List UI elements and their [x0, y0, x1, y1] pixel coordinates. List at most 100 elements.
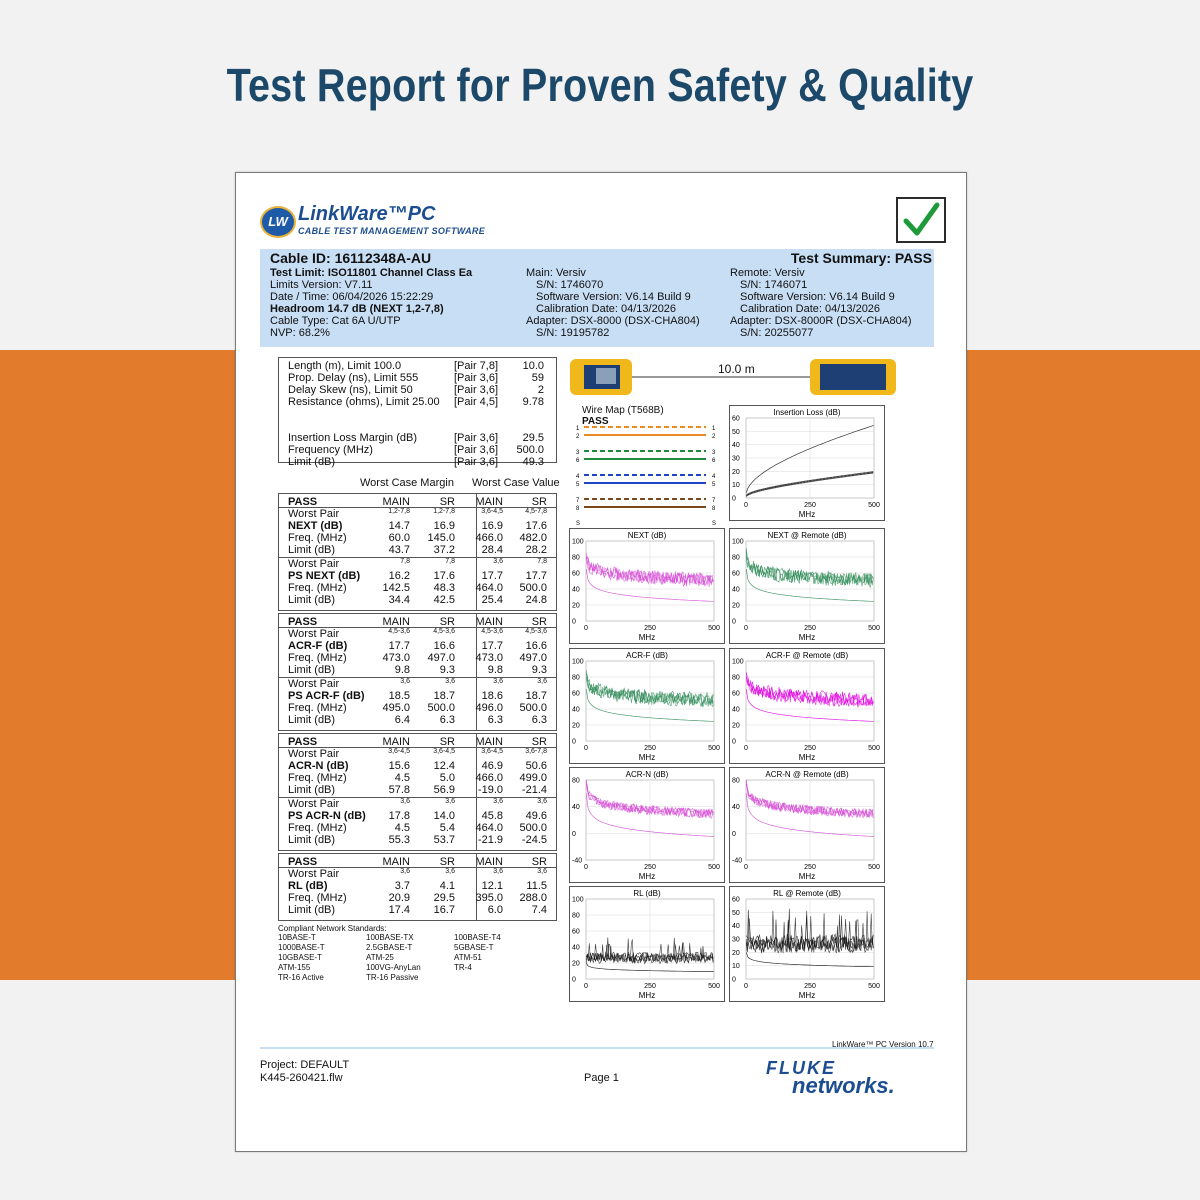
row-value: 29.5 — [433, 892, 455, 904]
limit-line — [585, 793, 714, 837]
row-value: 145.0 — [427, 532, 455, 544]
worst-pair-label: Worst Pair — [288, 508, 340, 520]
logo-subtitle: CABLE TEST MANAGEMENT SOFTWARE — [298, 226, 485, 236]
x-tick-label: 0 — [584, 745, 588, 752]
series-line — [586, 673, 714, 708]
limit-line — [745, 952, 874, 968]
header-right-line: Remote: Versiv — [730, 267, 805, 279]
y-tick-label: 40 — [732, 707, 740, 714]
x-tick-label: 250 — [644, 745, 656, 752]
results-table: PASS MAIN SR MAIN SR Worst Pair 3,6 3,6 3,6 3,6 RL… — [278, 853, 557, 921]
header-left-line: NVP: 68.2% — [270, 327, 330, 339]
table-head-col: MAIN — [382, 616, 411, 628]
row-value: 495.0 — [382, 702, 410, 714]
wiremap-pin-left: 3 — [576, 450, 580, 456]
series-line — [586, 937, 714, 964]
row-label: PS ACR-F (dB) — [288, 690, 365, 702]
file-name: K445-260421.flw — [260, 1072, 343, 1084]
y-tick-label: 0 — [572, 619, 576, 626]
row-value: 395.0 — [475, 892, 503, 904]
metric-pair: [Pair 3,6] — [454, 432, 499, 444]
row-value: 18.7 — [433, 690, 455, 702]
y-tick-label: 40 — [732, 804, 740, 811]
metric-label: Prop. Delay (ns), Limit 555 — [288, 372, 419, 384]
summary-metrics: Length (m), Limit 100.0 [Pair 7,8] 10.0 Pro… — [278, 357, 557, 468]
link-diagram — [570, 359, 896, 395]
metric-value: 2 — [537, 384, 544, 396]
row-value: 18.6 — [481, 690, 503, 702]
series-line — [746, 549, 874, 589]
chart-panel: ACR-F (dB) MHz 0 20 40 60 80 100 0 250 500 — [569, 648, 725, 764]
software-version: LinkWare™ PC Version 10.7 — [832, 1040, 934, 1049]
table-head-col: SR — [531, 616, 547, 628]
metric-label: Limit (dB) — [288, 456, 336, 468]
table-head-col: MAIN — [475, 736, 504, 748]
row-label: Limit (dB) — [288, 594, 336, 606]
table-divider — [476, 494, 477, 610]
x-tick-label: 0 — [584, 625, 588, 632]
y-tick-label: 30 — [732, 456, 740, 463]
row-value: 500.0 — [519, 582, 547, 594]
standard-item: 100BASE-T4 — [454, 933, 501, 942]
pass-checkmark-icon — [896, 197, 946, 243]
chart-svg: NEXT @ Remote (dB) MHz 0 20 40 60 80 100 0 250 500 — [732, 531, 880, 642]
row-value: 57.8 — [388, 784, 410, 796]
row-value: 6.4 — [394, 714, 410, 726]
series-line — [746, 471, 874, 496]
row-value: 288.0 — [519, 892, 547, 904]
y-tick-label: 100 — [732, 659, 744, 666]
header-right-line: S/N: 1746071 — [740, 279, 808, 291]
row-value: 20.9 — [388, 892, 410, 904]
header-left-line: Test Limit: ISO11801 Channel Class Ea — [270, 267, 473, 279]
row-value: -21.9 — [477, 834, 503, 846]
row-value: 50.6 — [525, 760, 547, 772]
metric-pair: [Pair 4,5] — [454, 396, 499, 408]
worst-pair-value: 3,6 — [400, 678, 410, 685]
table-head-pass: PASS — [288, 496, 318, 508]
row-value: 6.0 — [487, 904, 503, 916]
metric-value: 49.3 — [522, 456, 544, 468]
row-value: 4.1 — [439, 880, 455, 892]
row-label: PS ACR-N (dB) — [288, 810, 366, 822]
y-tick-label: 50 — [732, 429, 740, 436]
y-tick-label: 80 — [732, 778, 740, 785]
row-value: 7.4 — [531, 904, 547, 916]
row-value: 496.0 — [475, 702, 503, 714]
y-tick-label: 40 — [572, 804, 580, 811]
table-head-col: SR — [439, 736, 455, 748]
worst-pair-value: 3,6 — [445, 868, 455, 875]
worst-pair-value: 3,6 — [445, 798, 455, 805]
wiremap-pin-right: 1 — [712, 426, 716, 432]
chart-title: NEXT @ Remote (dB) — [767, 531, 846, 540]
series-line — [746, 472, 874, 497]
worst-pair-value: 3,6-4,5 — [433, 748, 455, 755]
cable-id: Cable ID: 16112348A-AU — [270, 250, 432, 266]
chart-title: ACR-N (dB) — [626, 770, 669, 779]
row-value: 17.7 — [481, 640, 503, 652]
standard-item: ATM-155 — [278, 963, 311, 972]
x-tick-label: 0 — [744, 502, 748, 509]
results-table: PASS MAIN SR MAIN SR Worst Pair 4,5-3,6 4,5-3,6… — [278, 613, 557, 731]
worst-pair-value: 3,6 — [493, 868, 503, 875]
metric-pair: [Pair 7,8] — [454, 360, 499, 372]
y-tick-label: 40 — [732, 923, 740, 930]
row-value: 49.6 — [525, 810, 547, 822]
row-label: ACR-F (dB) — [288, 640, 348, 652]
row-label: Freq. (MHz) — [288, 582, 347, 594]
y-tick-label: 100 — [572, 539, 584, 546]
standard-item: 100VG-AnyLan — [366, 963, 421, 972]
row-value: 53.7 — [433, 834, 455, 846]
x-tick-label: 500 — [708, 864, 720, 871]
row-value: 497.0 — [519, 652, 547, 664]
y-tick-label: 0 — [572, 739, 576, 746]
row-value: 17.7 — [525, 570, 547, 582]
chart-title: ACR-F @ Remote (dB) — [766, 651, 849, 660]
worst-pair-value: 3,6-4,5 — [481, 508, 503, 515]
wiremap-pin-left: 5 — [576, 482, 580, 488]
worst-pair-value: 3,6 — [537, 678, 547, 685]
fluke-logo: FLUKE networks. — [766, 1058, 895, 1099]
chart-xlabel: MHz — [639, 991, 655, 1000]
row-label: NEXT (dB) — [288, 520, 343, 532]
x-tick-label: 500 — [868, 983, 880, 990]
row-value: 60.0 — [388, 532, 410, 544]
